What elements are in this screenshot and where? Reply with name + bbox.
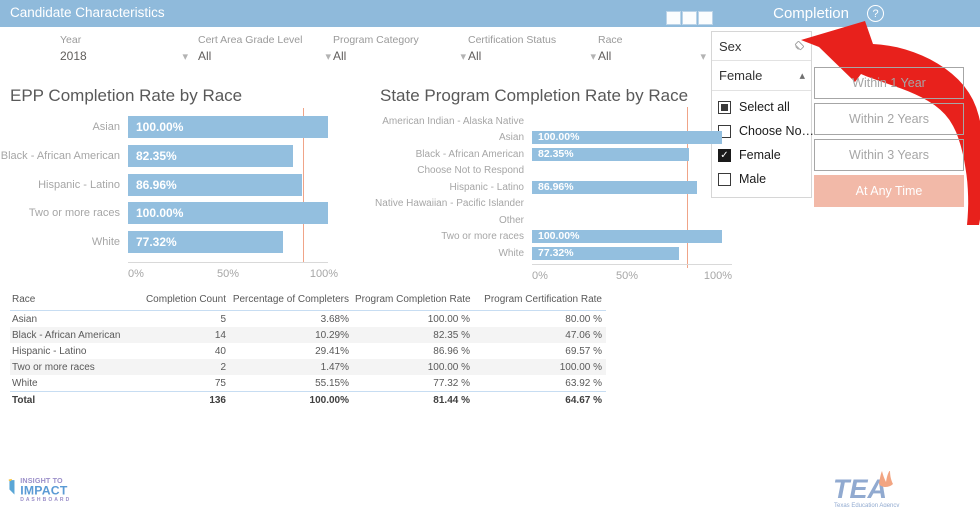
svg-text:Texas Education Agency: Texas Education Agency [834,503,899,507]
svg-text:TEA: TEA [833,474,887,504]
